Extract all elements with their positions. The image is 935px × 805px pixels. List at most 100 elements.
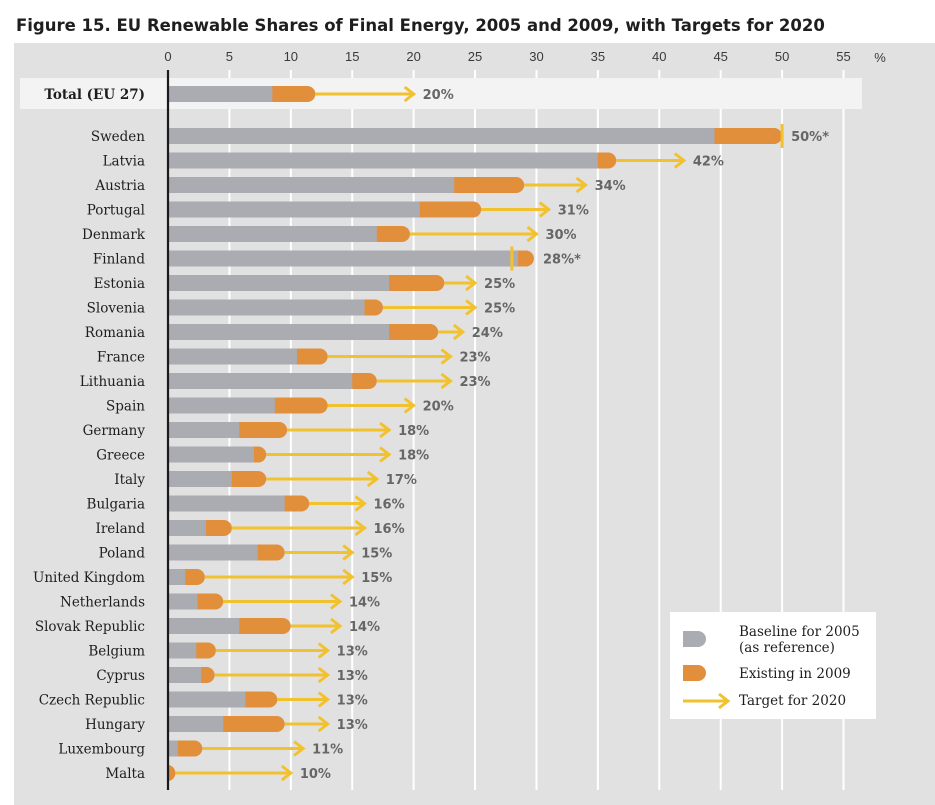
category-label: Austria [94,178,145,194]
x-tick-label-55: 55 [836,49,850,64]
category-label: Romania [85,325,145,341]
baseline-2005-bar [168,152,598,169]
target-value-label: 20% [423,88,454,103]
target-value-label: 16% [374,498,405,513]
target-arrow-head [379,446,392,463]
row-8: Romania 24% [85,323,503,341]
target-value-label: 13% [337,669,368,684]
category-label: Bulgaria [87,497,145,513]
target-arrow-head [342,568,355,586]
category-label: Denmark [82,227,146,243]
category-label: Greece [96,448,145,464]
category-label: Hungary [85,717,145,733]
baseline-2005-bar [168,642,197,659]
category-label: Germany [83,423,146,439]
category-label: Cyprus [96,668,145,684]
x-tick-label-15: 15 [345,49,359,64]
target-arrow-head [673,152,687,169]
category-label: Finland [93,252,145,268]
category-label: Lithuania [80,374,145,390]
legend: Baseline for 2005 (as reference) Existin… [670,612,876,719]
target-value-label: 10% [300,767,331,782]
row-16: Ireland 16% [96,519,405,537]
category-label: France [97,350,145,366]
baseline-2005-bar [168,373,353,389]
target-value-label: 20% [423,400,454,415]
category-label: Poland [99,546,146,562]
baseline-2005-bar [168,177,455,193]
target-value-label: 18% [398,449,429,464]
total-row-band [20,78,862,109]
baseline-2005-bar [168,348,297,365]
category-label: Ireland [96,521,146,537]
baseline-2005-bar [168,299,365,316]
baseline-2005-bar [168,397,275,414]
target-arrow-head [317,691,331,708]
legend-swatch-target [683,692,731,710]
row-14: Italy 17% [114,470,417,488]
category-label: Spain [106,399,145,415]
baseline-2005-bar [168,691,246,708]
baseline-2005-bar [168,422,240,438]
x-tick-label-40: 40 [652,49,666,64]
x-tick-label-25: 25 [468,49,482,64]
target-value-label: 11% [312,743,343,758]
legend-label-target: Target for 2020 [739,693,846,709]
x-tick-label-5: 5 [226,49,233,64]
target-arrow-head [465,274,478,292]
row-15: Bulgaria 16% [87,495,405,513]
baseline-2005-bar [168,544,258,561]
target-arrow-head [317,642,331,659]
row-4: Denmark 30% [82,225,577,243]
baseline-2005-bar [168,128,715,144]
target-value-label: 25% [484,302,515,317]
category-label: Total (EU 27) [44,87,145,103]
target-value-label: 30% [545,228,576,243]
target-arrow-head [575,176,589,194]
target-arrow-head [440,372,453,390]
baseline-2005-bar [168,716,224,732]
x-tick-label-10: 10 [284,49,298,64]
target-value-label: 50%* [791,130,829,145]
target-arrow-head [330,617,343,635]
legend-label-baseline-note: (as reference) [739,640,835,656]
row-24: Hungary 13% [85,715,368,733]
target-arrow-head [403,85,417,103]
target-arrow-head [342,544,355,561]
category-label: Luxembourg [58,742,145,758]
target-value-label: 18% [398,424,429,439]
row-12: Germany 18% [83,421,429,439]
target-arrow-head [280,764,294,782]
target-arrow-head [293,740,306,757]
target-value-label: 23% [459,351,490,366]
category-label: Czech Republic [39,693,145,709]
target-value-label: 14% [349,620,380,635]
x-tick-label-45: 45 [713,49,727,64]
category-label: Belgium [88,644,145,660]
target-value-label: 16% [374,522,405,537]
row-2: Austria 34% [94,176,626,194]
category-label: Slovak Republic [35,619,145,635]
row-20: Slovak Republic 14% [35,617,380,635]
category-label: Portugal [87,203,145,219]
row-7: Slovenia 25% [87,299,515,317]
target-value-label: 31% [558,204,589,219]
row-18: United Kingdom 15% [33,568,392,586]
row-25: Luxembourg 11% [58,740,343,758]
category-label: Italy [114,472,145,488]
row-21: Belgium 13% [88,642,368,660]
target-value-label: 15% [361,571,392,586]
category-label: Slovenia [87,301,145,317]
legend-label-existing: Existing in 2009 [739,666,851,682]
target-arrow-head [403,397,417,414]
target-value-label: 13% [337,718,368,733]
target-arrow-head [330,593,343,610]
target-value-label: 25% [484,277,515,292]
target-arrow-head [452,323,466,341]
row-11: Spain 20% [106,397,454,415]
target-arrow-head [317,715,331,733]
row-5: Finland 28%* [93,246,581,271]
bars: Total (EU 27) 20% Sweden 50%* Latvia 42% Austr… [33,85,829,782]
target-value-label: 14% [349,596,380,611]
